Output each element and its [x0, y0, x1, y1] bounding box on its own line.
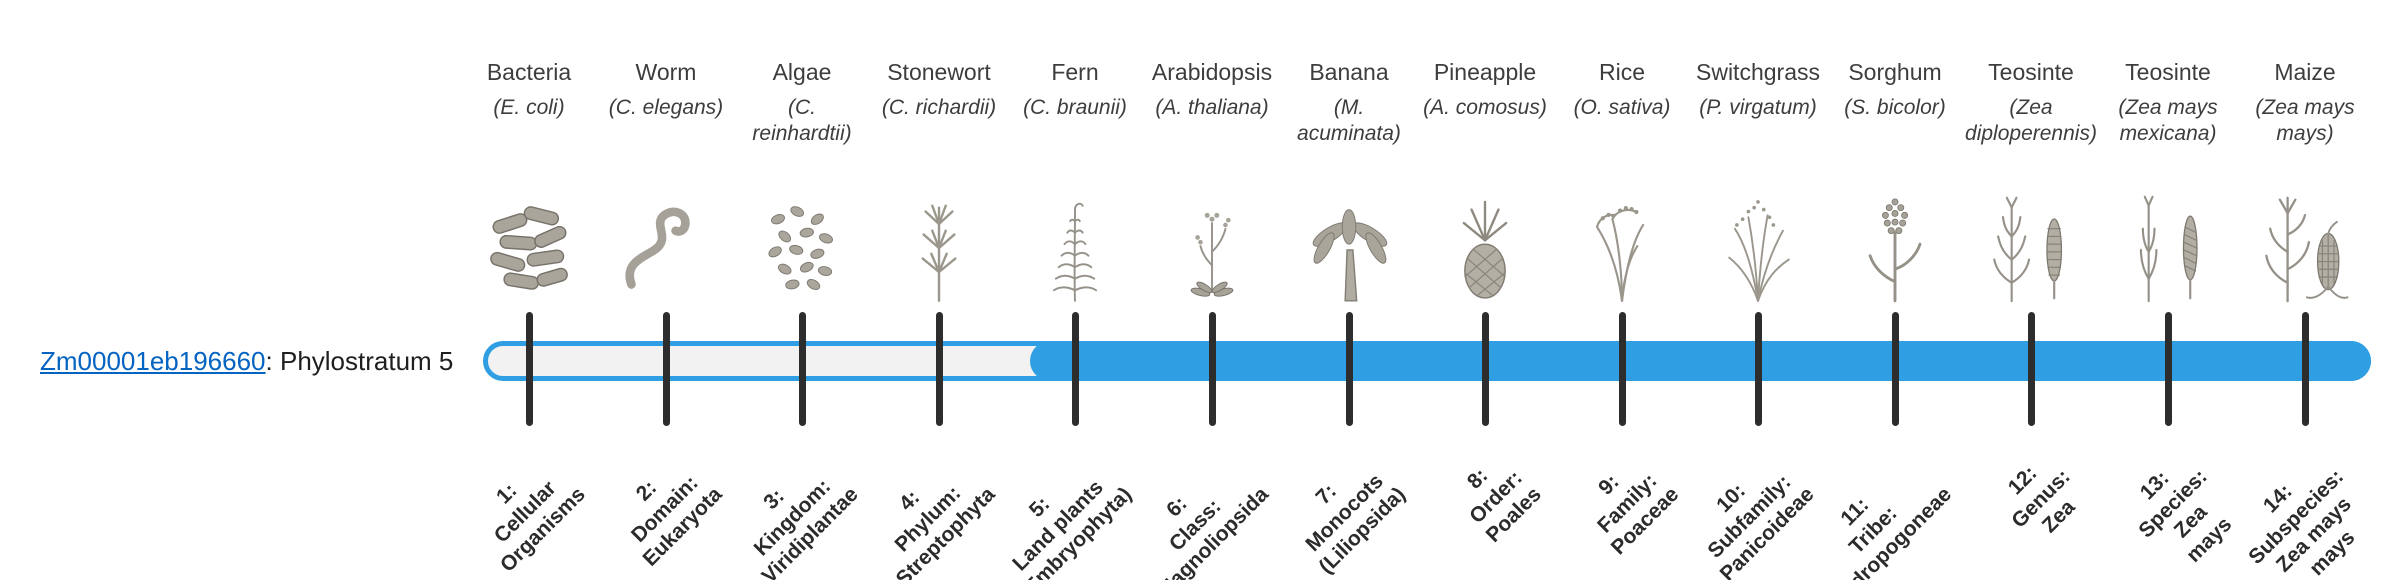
organism-name: Sorghum: [1848, 59, 1942, 85]
organism-sci-name: (C. elegans): [608, 95, 724, 119]
organism-name: Algae: [772, 59, 832, 85]
tick-mark: [1482, 312, 1489, 426]
organism-sci-name: (C. braunii): [1023, 95, 1127, 119]
tick-mark: [663, 312, 670, 426]
sorghum-icon: [1847, 190, 1943, 306]
tick-mark: [1346, 312, 1353, 426]
gene-label: Zm00001eb196660: Phylostratum 5: [40, 346, 453, 377]
organism-sci-name: (C. reinhardtii): [752, 95, 852, 145]
stratum-label: 2: Domain: Eukaryota: [627, 471, 728, 571]
maize-icon: [2255, 190, 2355, 306]
organism-sci-name: (Zea mays mays): [2255, 95, 2355, 145]
organism-column: Algae (C. reinhardtii): [727, 58, 877, 306]
tick-mark: [2165, 312, 2172, 426]
stratum-label: 8: Order: Poales: [1463, 464, 1547, 548]
organism-name: Arabidopsis: [1151, 59, 1273, 85]
organism-sci-name: (O. sativa): [1573, 95, 1671, 119]
organism-column: Fern (C. braunii): [1000, 58, 1150, 306]
tick-mark: [1072, 312, 1079, 426]
stratum-label: 12: Genus: Zea: [2003, 461, 2080, 538]
organism-column: Banana (M. acuminata): [1274, 58, 1424, 306]
organism-name: Teosinte: [1988, 59, 2074, 85]
banana-icon: [1301, 190, 1397, 306]
phylostratum-bar-fill: [1030, 341, 2371, 381]
organism-name: Teosinte: [2125, 59, 2211, 85]
organism-column: Worm (C. elegans): [591, 58, 741, 306]
organism-name: Stonewort: [887, 59, 991, 85]
gene-label-suffix: : Phylostratum 5: [265, 346, 454, 376]
organism-sci-name: (S. bicolor): [1844, 95, 1946, 119]
organism-column: Arabidopsis (A. thaliana): [1137, 58, 1287, 306]
organism-name: Banana: [1309, 59, 1389, 85]
organism-name: Fern: [1051, 59, 1099, 85]
organism-sci-name: (E. coli): [493, 95, 565, 119]
stratum-label: 7: Monocots (Liliopsida): [1301, 469, 1411, 579]
arabidopsis-icon: [1164, 190, 1260, 306]
algae-icon: [754, 190, 850, 306]
teosinte-mexicana-icon: [2118, 190, 2218, 306]
organism-sci-name: (P. virgatum): [1699, 95, 1817, 119]
rice-icon: [1574, 190, 1670, 306]
tick-mark: [1892, 312, 1899, 426]
fern-icon: [1027, 190, 1123, 306]
stratum-label: 13: Species: Zea mays: [2133, 464, 2236, 567]
tick-mark: [2302, 312, 2309, 426]
stratum-label: 4: Phylum: Streptophyta: [890, 481, 1001, 580]
tick-mark: [1619, 312, 1626, 426]
organism-name: Worm: [635, 59, 697, 85]
organism-column: Rice (O. sativa): [1547, 58, 1697, 306]
organism-sci-name: (M. acuminata): [1297, 95, 1401, 145]
tick-mark: [526, 312, 533, 426]
organism-name: Switchgrass: [1696, 59, 1820, 85]
organism-sci-name: (Zea diploperennis): [1965, 95, 2097, 145]
organism-column: Pineapple (A. comosus): [1410, 58, 1560, 306]
tick-mark: [2028, 312, 2035, 426]
stratum-label: 1: Cellular Organisms: [489, 476, 591, 577]
stratum-label: 5: Land plants (Embryophyta): [1007, 475, 1137, 580]
organism-sci-name: (A. comosus): [1423, 95, 1547, 119]
organism-sci-name: (Zea mays mexicana): [2118, 95, 2218, 145]
organism-column: Bacteria (E. coli): [454, 58, 604, 306]
organism-column: Maize (Zea mays mays): [2230, 58, 2380, 306]
worm-icon: [618, 190, 714, 306]
organism-column: Teosinte (Zea mays mexicana): [2093, 58, 2243, 306]
teosinte-diploperennis-icon: [1981, 190, 2081, 306]
stratum-label: 6: Class: Magnoliopsida: [1152, 482, 1274, 580]
stratum-label: 11: Tribe: Andropogoneae: [1826, 482, 1957, 580]
pineapple-icon: [1437, 190, 1533, 306]
organism-name: Bacteria: [486, 59, 572, 85]
stratum-label: 14: Subspecies: Zea mays mays: [2244, 464, 2360, 580]
stratum-label: 9: Family: Poaceae: [1592, 468, 1684, 560]
organism-column: Stonewort (C. richardii): [864, 58, 1014, 306]
switchgrass-icon: [1710, 190, 1806, 306]
organism-column: Teosinte (Zea diploperennis): [1956, 58, 2106, 306]
bacteria-icon: [481, 190, 577, 306]
organism-sci-name: (C. richardii): [881, 95, 997, 119]
tick-mark: [1209, 312, 1216, 426]
organism-name: Rice: [1598, 59, 1645, 85]
tick-mark: [1755, 312, 1762, 426]
organism-column: Switchgrass (P. virgatum): [1683, 58, 1833, 306]
organism-sci-name: (A. thaliana): [1155, 95, 1269, 119]
tick-mark: [799, 312, 806, 426]
stonewort-icon: [891, 190, 987, 306]
organism-name: Maize: [2274, 59, 2336, 85]
organism-name: Pineapple: [1433, 59, 1537, 85]
stratum-label: 3: Kingdom: Viridiplantae: [749, 474, 864, 580]
gene-link[interactable]: Zm00001eb196660: [40, 346, 266, 376]
organism-column: Sorghum (S. bicolor): [1820, 58, 1970, 306]
tick-mark: [936, 312, 943, 426]
